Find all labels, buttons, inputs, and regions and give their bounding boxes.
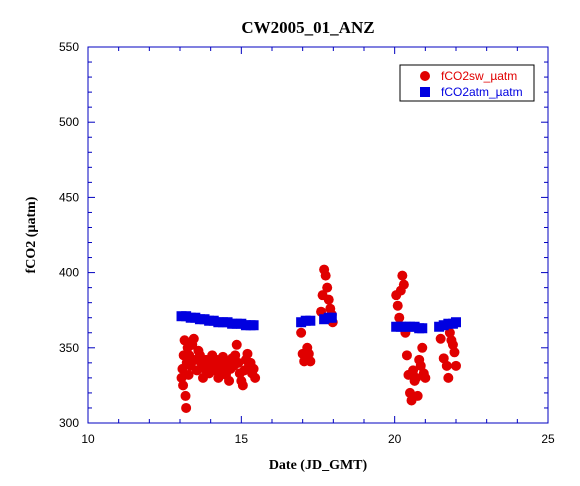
fco2sw-point — [449, 347, 460, 358]
x-tick-label: 10 — [81, 432, 95, 446]
fco2sw-point — [398, 279, 409, 290]
x-tick-label: 20 — [388, 432, 402, 446]
fco2sw-point — [250, 372, 261, 383]
y-tick-label: 350 — [59, 341, 79, 355]
fco2sw-point — [178, 380, 189, 391]
y-tick-label: 550 — [59, 40, 79, 54]
x-tick-label: 25 — [541, 432, 555, 446]
y-tick-label: 500 — [59, 115, 79, 129]
fco2sw-point — [417, 342, 428, 353]
fco2sw-point — [233, 357, 244, 368]
fco2sw-point — [444, 327, 455, 338]
fco2sw-point — [320, 270, 331, 281]
legend-box — [399, 64, 535, 102]
fco2sw-point — [191, 365, 202, 376]
y-tick-label: 400 — [59, 266, 79, 280]
fco2sw-point — [441, 360, 452, 371]
legend-marker-fco2sw — [420, 71, 430, 81]
legend-label-fco2atm: fCO2atm_µatm — [441, 85, 523, 99]
fco2sw-point — [411, 372, 422, 383]
fco2sw-point — [242, 348, 253, 359]
fco2sw-point — [397, 270, 408, 281]
fco2sw-point — [323, 294, 334, 305]
fco2sw-point — [296, 327, 307, 338]
fco2sw-point — [447, 339, 458, 350]
fco2atm-point — [326, 312, 337, 323]
fco2sw-point — [231, 339, 242, 350]
fco2sw-point — [248, 363, 259, 374]
fco2sw-point — [188, 333, 199, 344]
fco2sw-point — [237, 380, 248, 391]
plot-frame — [87, 46, 549, 424]
fco2sw-point — [401, 350, 412, 361]
fco2sw-point — [303, 348, 314, 359]
x-tick-label: 15 — [235, 432, 249, 446]
fco2sw-point — [415, 360, 426, 371]
tick-labels: 10 15 20 25 300 350 400 450 500 550 — [59, 40, 555, 446]
fco2sw-point — [438, 353, 449, 364]
data-points — [176, 264, 461, 413]
fco2sw-point — [392, 300, 403, 311]
fco2sw-point — [322, 282, 333, 293]
fco2sw-point — [435, 333, 446, 344]
fco2sw-point — [183, 369, 194, 380]
fco2atm-point — [417, 323, 428, 334]
fco2sw-point — [180, 390, 191, 401]
fco2sw-point — [443, 372, 454, 383]
fco2sw-point — [412, 390, 423, 401]
legend-label-fco2sw: fCO2sw_µatm — [441, 69, 517, 83]
fco2sw-point — [394, 312, 405, 323]
fco2atm-point — [248, 320, 259, 331]
legend-marker-fco2atm — [420, 87, 430, 97]
axis-ticks — [87, 46, 549, 424]
legend: fCO2sw_µatm fCO2atm_µatm — [399, 64, 535, 102]
fco2sw-point — [451, 360, 461, 371]
fco2atm-point — [305, 315, 316, 326]
fco2sw-point — [305, 356, 316, 367]
fco2sw-point — [420, 372, 431, 383]
fco2sw-point — [181, 402, 192, 413]
fco2sw-point — [316, 306, 327, 317]
y-axis-label: fCO2 (µatm) — [24, 196, 39, 273]
fco2sw-point — [230, 350, 241, 361]
fco2atm-point — [451, 317, 461, 328]
y-tick-label: 450 — [59, 190, 79, 204]
fco2sw-point — [224, 375, 235, 386]
fco2sw-point — [408, 365, 419, 376]
fco2sw-point — [179, 335, 190, 346]
chart-title: CW2005_01_ANZ — [241, 18, 374, 37]
fco2sw-point — [405, 387, 415, 398]
x-axis-label: Date (JD_GMT) — [269, 458, 368, 473]
y-tick-label: 300 — [59, 416, 79, 430]
